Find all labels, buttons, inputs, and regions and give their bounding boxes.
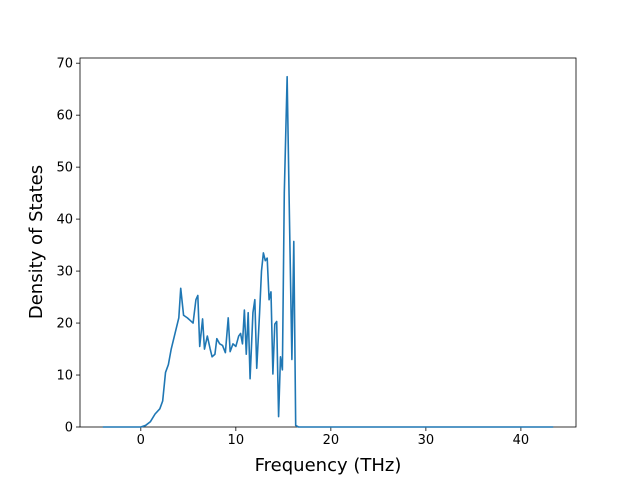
y-tick-label: 70	[56, 57, 73, 72]
y-tick-label: 40	[56, 213, 73, 228]
x-tick-label: 0	[137, 433, 145, 448]
y-tick-label: 10	[56, 369, 73, 384]
y-tick-label: 0	[65, 421, 73, 436]
x-tick-label: 30	[418, 433, 435, 448]
x-tick-label: 40	[513, 433, 530, 448]
x-tick-label: 20	[323, 433, 340, 448]
x-tick-label: 10	[228, 433, 245, 448]
y-tick-label: 50	[56, 161, 73, 176]
x-axis-label: Frequency (THz)	[255, 455, 402, 476]
data-line	[102, 75, 554, 428]
y-tick-label: 20	[56, 317, 73, 332]
y-tick-label: 30	[56, 265, 73, 280]
plot-frame	[79, 57, 577, 428]
y-tick-label: 60	[56, 109, 73, 124]
y-axis-label: Density of States	[26, 165, 47, 319]
